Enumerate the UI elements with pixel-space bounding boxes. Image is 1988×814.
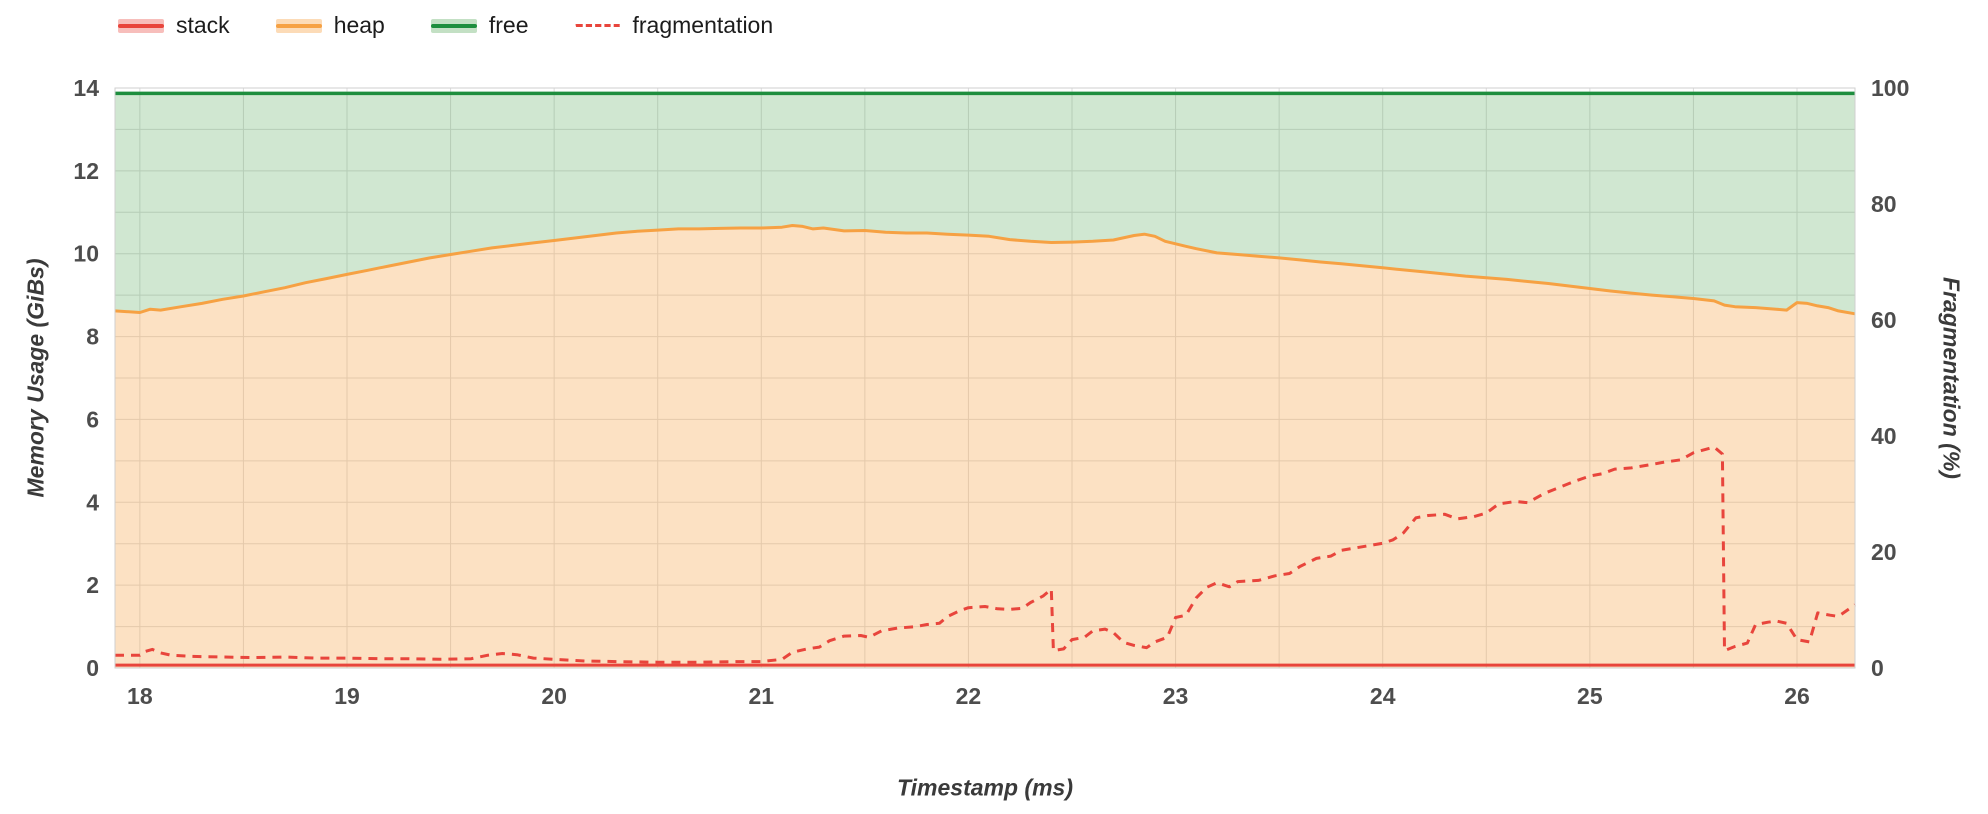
legend-label-heap: heap (333, 12, 385, 38)
svg-text:6: 6 (86, 406, 99, 432)
legend-item-free[interactable]: free (430, 12, 529, 39)
y-axis-right-title: Fragmentation (%) (1938, 277, 1965, 479)
heap-series-swatch (275, 18, 322, 33)
svg-text:20: 20 (1871, 539, 1897, 565)
svg-text:23: 23 (1163, 683, 1189, 709)
svg-text:100: 100 (1871, 75, 1909, 101)
stack-series-swatch (118, 18, 164, 33)
svg-text:24: 24 (1370, 683, 1396, 709)
svg-text:14: 14 (73, 75, 99, 101)
free-series-swatch (430, 18, 477, 33)
x-axis-title: Timestamp (ms) (897, 774, 1073, 801)
svg-text:26: 26 (1784, 683, 1810, 709)
svg-text:60: 60 (1871, 307, 1897, 333)
svg-text:25: 25 (1577, 683, 1603, 709)
chart-legend: stack heap free fragmentation (118, 12, 773, 39)
svg-text:40: 40 (1871, 423, 1897, 449)
svg-text:19: 19 (334, 683, 360, 709)
svg-text:12: 12 (73, 158, 99, 184)
svg-text:4: 4 (86, 489, 99, 515)
svg-text:2: 2 (86, 572, 99, 598)
svg-text:21: 21 (748, 683, 774, 709)
svg-text:0: 0 (86, 655, 99, 681)
legend-label-free: free (488, 12, 529, 38)
y-axis-left-title: Memory Usage (GiBs) (22, 258, 49, 498)
svg-text:18: 18 (127, 683, 153, 709)
fragmentation-series-swatch (574, 19, 621, 33)
svg-text:10: 10 (73, 241, 99, 267)
legend-label-stack: stack (176, 12, 230, 38)
svg-text:0: 0 (1871, 655, 1884, 681)
svg-text:22: 22 (956, 683, 982, 709)
legend-item-heap[interactable]: heap (275, 12, 385, 39)
svg-text:8: 8 (86, 324, 99, 350)
legend-item-stack[interactable]: stack (118, 12, 230, 39)
svg-text:20: 20 (541, 683, 567, 709)
svg-text:80: 80 (1871, 191, 1897, 217)
legend-item-fragmentation[interactable]: fragmentation (574, 12, 774, 39)
legend-label-fragmentation: fragmentation (632, 12, 774, 38)
